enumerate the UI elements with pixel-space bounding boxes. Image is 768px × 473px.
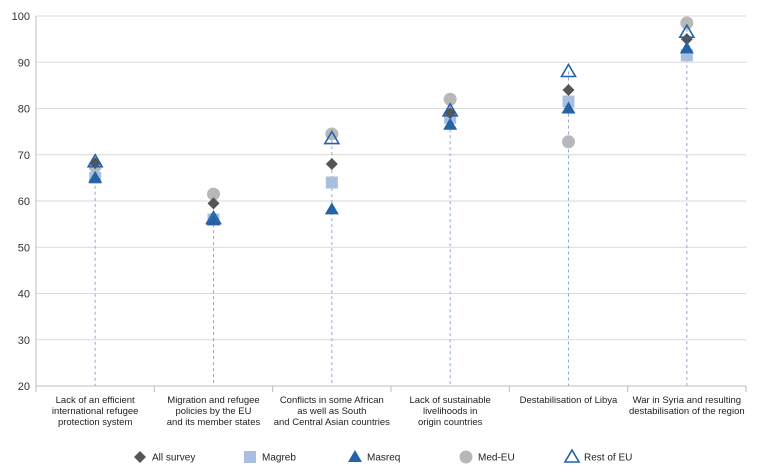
x-category-label: origin countries [418,417,483,428]
data-point [324,202,339,215]
y-tick-label: 50 [18,242,30,254]
data-point [443,117,458,130]
y-axis-ticks: 20 30 40 50 60 70 80 90 100 [12,11,30,393]
data-point [443,92,457,106]
data-point [325,176,338,189]
data-point [207,197,220,210]
legend-label: Magreb [262,453,296,464]
x-category-label: Destabilisation of Libya [520,395,618,406]
data-point [680,16,694,30]
x-category-label: Lack of sustainable [409,395,490,406]
legend-marker [563,448,581,463]
data-point [205,209,222,225]
x-category-label: livelihoods in [423,406,477,417]
x-category-label: and its member states [167,417,261,428]
legend-label: Med-EU [478,453,515,464]
y-tick-label: 40 [18,289,30,301]
x-category-label: War in Syria and resulting [633,395,741,406]
legend-marker [244,451,256,463]
data-point [561,101,576,114]
legend-label: Rest of EU [584,453,632,464]
data-point [207,187,220,201]
y-tick-label: 20 [18,381,30,393]
legend: All survey Magreb Masreq Med-EU Rest of EU [134,448,632,464]
y-tick-label: 90 [18,57,30,69]
y-tick-label: 100 [12,11,30,23]
legend-marker [459,450,473,464]
category-drop-lines [94,22,688,386]
data-point [325,158,338,170]
legend-marker [348,450,362,462]
x-category-label: policies by the EU [175,406,251,417]
legend-label: All survey [152,453,195,464]
x-category-label: Conflicts in some African [280,395,384,406]
data-point [562,84,575,96]
y-tick-label: 30 [18,335,30,347]
y-tick-label: 70 [18,150,30,162]
data-point [679,41,694,54]
x-category-label: destabilisation of the region [629,406,745,417]
data-points [86,16,696,226]
x-category-label: Migration and refugee [167,395,259,406]
x-category-label: and Central Asian countries [274,417,390,428]
data-point [562,135,575,149]
data-point [560,62,577,78]
data-point [441,102,459,117]
y-tick-label: 60 [18,196,30,208]
grid-lines [36,15,746,341]
legend-label: Masreq [367,453,400,464]
x-category-label: Lack of an efficient [56,395,135,406]
x-category-label: as well as South [297,406,366,417]
data-point [206,213,221,226]
axes [35,16,747,392]
data-point [86,153,104,168]
x-category-label: protection system [58,417,133,428]
data-point [678,23,696,38]
data-point [680,33,693,46]
data-point [88,170,103,183]
legend-marker [134,451,146,463]
data-point [323,129,341,145]
y-tick-label: 80 [18,104,30,116]
x-category-label: international refugee [52,406,139,417]
